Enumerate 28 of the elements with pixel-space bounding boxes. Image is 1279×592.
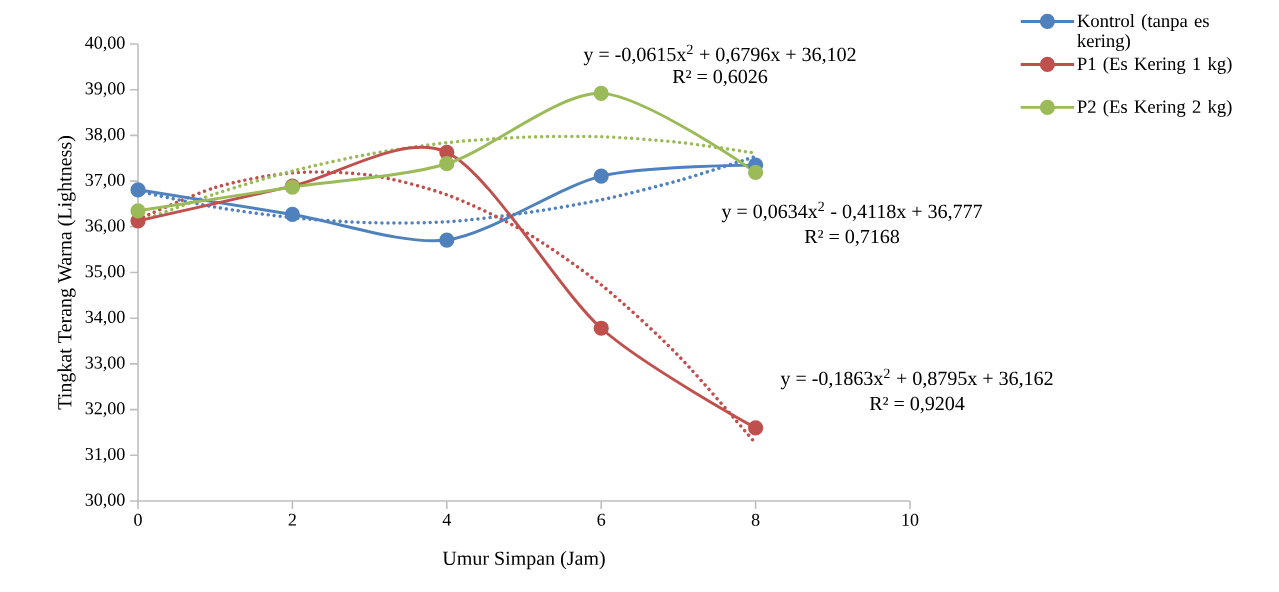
- y-tick-label: 36,00: [85, 219, 125, 235]
- y-tick-label: 40,00: [85, 36, 125, 52]
- annotation: R² = 0,7168: [804, 229, 900, 247]
- x-axis-title: Umur Simpan (Jam): [442, 551, 605, 570]
- y-tick-label: 38,00: [85, 128, 125, 143]
- y-tick-label: 33,00: [85, 356, 125, 372]
- annotation: y = -0,1863x$^{2}$ + 0,8795x + 36,162: [780, 368, 1053, 390]
- x-tick-label: 8: [751, 513, 760, 526]
- y-tick-label: 35,00: [85, 265, 125, 280]
- y-tick-label: 37,00: [85, 173, 125, 189]
- x-tick-label: 4: [442, 513, 452, 526]
- annotation: R² = 0,9204: [869, 396, 965, 414]
- legend-label: P2 (Es Kering 2 kg): [1077, 99, 1232, 117]
- y-axis-title: Tingkat Terang Warna (Lightness): [57, 136, 76, 410]
- x-tick-label: 2: [288, 513, 296, 526]
- annotation: y = 0,0634x$^{2}$ - 0,4118x + 36,777: [721, 201, 982, 223]
- y-tick-label: 32,00: [85, 402, 125, 417]
- legend-label: Kontrol (tanpa es kering): [1077, 13, 1209, 51]
- y-tick-label: 34,00: [85, 310, 125, 326]
- y-tick-label: 31,00: [85, 447, 125, 463]
- x-tick-label: 6: [597, 513, 606, 526]
- legend-label: P1 (Es Kering 1 kg): [1077, 56, 1232, 74]
- y-tick-label: 39,00: [85, 82, 125, 98]
- y-tick-label: 30,00: [85, 493, 125, 509]
- annotation: y = -0,0615x$^{2}$ + 0,6796x + 36,102: [583, 44, 856, 66]
- x-tick-label: 10: [902, 513, 919, 526]
- annotation: R² = 0,6026: [672, 69, 768, 87]
- x-tick-label: 0: [134, 513, 142, 526]
